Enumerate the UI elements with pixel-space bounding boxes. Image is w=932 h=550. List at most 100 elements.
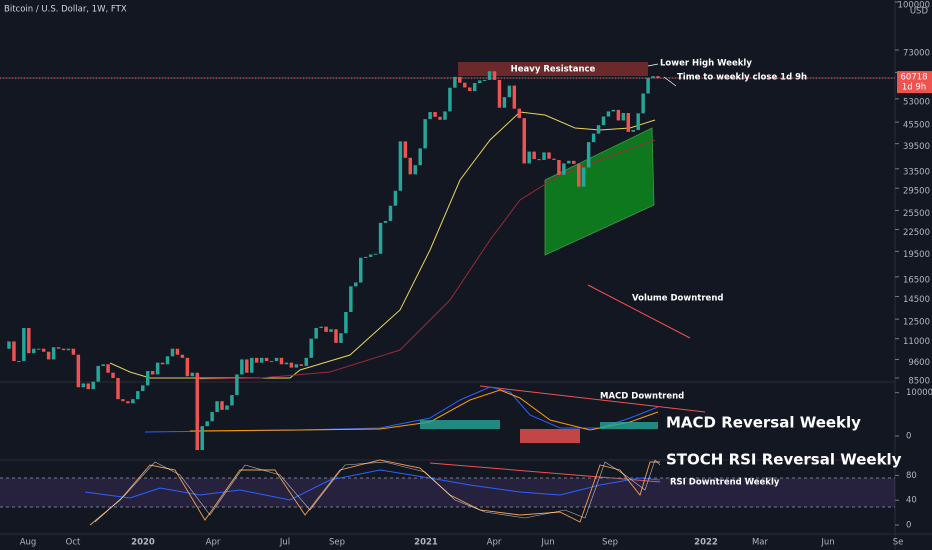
candle xyxy=(41,348,46,352)
candle xyxy=(17,361,21,363)
candle xyxy=(576,163,581,187)
candle xyxy=(388,205,393,221)
candle xyxy=(621,113,626,121)
candle xyxy=(22,327,26,362)
stoch-rsi-d xyxy=(94,459,661,523)
candle xyxy=(596,125,601,134)
candle xyxy=(86,383,91,390)
candle xyxy=(175,348,180,355)
candle xyxy=(651,76,655,78)
macd-trend-line xyxy=(479,385,706,413)
candle xyxy=(304,357,308,366)
candle xyxy=(215,401,219,413)
candle xyxy=(344,312,348,334)
candle xyxy=(626,113,631,132)
price-label: 22500 xyxy=(903,228,930,238)
price-label: 25500 xyxy=(903,209,930,219)
time-label: Sep xyxy=(329,538,345,548)
time-label: Oct xyxy=(66,538,81,548)
time-label: Jul xyxy=(279,538,290,548)
candle xyxy=(250,357,254,373)
annotation: Lower High Weekly xyxy=(660,59,752,69)
ma-yellow xyxy=(109,111,656,379)
countdown-label: 1d 9h xyxy=(902,83,926,93)
annotation: STOCH RSI Reversal Weekly xyxy=(666,451,902,469)
candle xyxy=(428,112,432,120)
candle xyxy=(289,362,294,368)
candle xyxy=(230,395,234,406)
candle xyxy=(56,347,61,349)
candle xyxy=(190,372,195,377)
candle xyxy=(126,401,130,404)
rsi-label: 0 xyxy=(906,521,911,531)
candle xyxy=(656,76,660,79)
price-label: 14500 xyxy=(903,295,930,305)
annotation: Time to weekly close 1d 9h xyxy=(677,73,807,83)
last-price-tag xyxy=(897,71,932,94)
candle xyxy=(383,220,388,223)
candle xyxy=(170,348,175,357)
candle xyxy=(368,254,373,257)
candle xyxy=(487,71,492,80)
candle xyxy=(393,190,398,206)
candle xyxy=(611,109,616,112)
candle xyxy=(235,374,239,396)
candle xyxy=(408,157,413,175)
candle xyxy=(641,93,645,114)
candle xyxy=(210,412,214,422)
candle xyxy=(572,160,576,164)
candle xyxy=(512,85,517,109)
candle xyxy=(91,381,95,390)
time-label: 2020 xyxy=(131,538,155,548)
candle xyxy=(200,426,204,451)
candle xyxy=(517,108,522,119)
candle xyxy=(329,329,333,332)
candle xyxy=(66,348,71,351)
candle xyxy=(413,165,417,175)
candle xyxy=(527,151,531,164)
price-label: 11000 xyxy=(903,337,930,347)
candle xyxy=(646,77,650,94)
candle xyxy=(61,348,66,351)
candle xyxy=(562,163,566,175)
price-label: 29500 xyxy=(903,187,930,197)
candle xyxy=(378,222,383,254)
candle xyxy=(225,405,229,410)
candle xyxy=(76,354,81,388)
candle xyxy=(284,362,289,365)
currency-label: USD xyxy=(910,7,929,17)
candle xyxy=(339,333,343,343)
candle xyxy=(7,341,11,349)
candle xyxy=(423,119,427,149)
candle xyxy=(46,351,51,360)
stoch-rsi-k xyxy=(89,459,660,526)
candle xyxy=(324,326,328,332)
price-label: 33500 xyxy=(903,167,930,177)
candle xyxy=(448,87,452,112)
candle xyxy=(433,112,437,117)
candle xyxy=(32,348,36,354)
price-label: 100000 xyxy=(898,1,930,11)
time-label: Sep xyxy=(602,538,618,548)
candle xyxy=(294,364,299,368)
price-label: 73000 xyxy=(903,49,930,59)
candle xyxy=(220,401,224,410)
annotation: MACD Downtrend xyxy=(600,392,684,402)
time-label: 2022 xyxy=(694,538,718,548)
candle xyxy=(552,158,556,160)
candle xyxy=(121,399,125,402)
candle xyxy=(458,76,462,83)
candle xyxy=(12,341,16,362)
price-label: 19500 xyxy=(903,250,930,260)
price-label: 9600 xyxy=(908,358,930,368)
candle xyxy=(96,365,100,382)
candle xyxy=(359,257,363,283)
time-label: Se xyxy=(893,538,904,548)
candle xyxy=(636,113,640,131)
candle xyxy=(160,362,165,365)
candle xyxy=(111,372,115,378)
candle xyxy=(349,286,353,313)
candle xyxy=(71,348,76,355)
time-label: Apr xyxy=(206,538,221,548)
